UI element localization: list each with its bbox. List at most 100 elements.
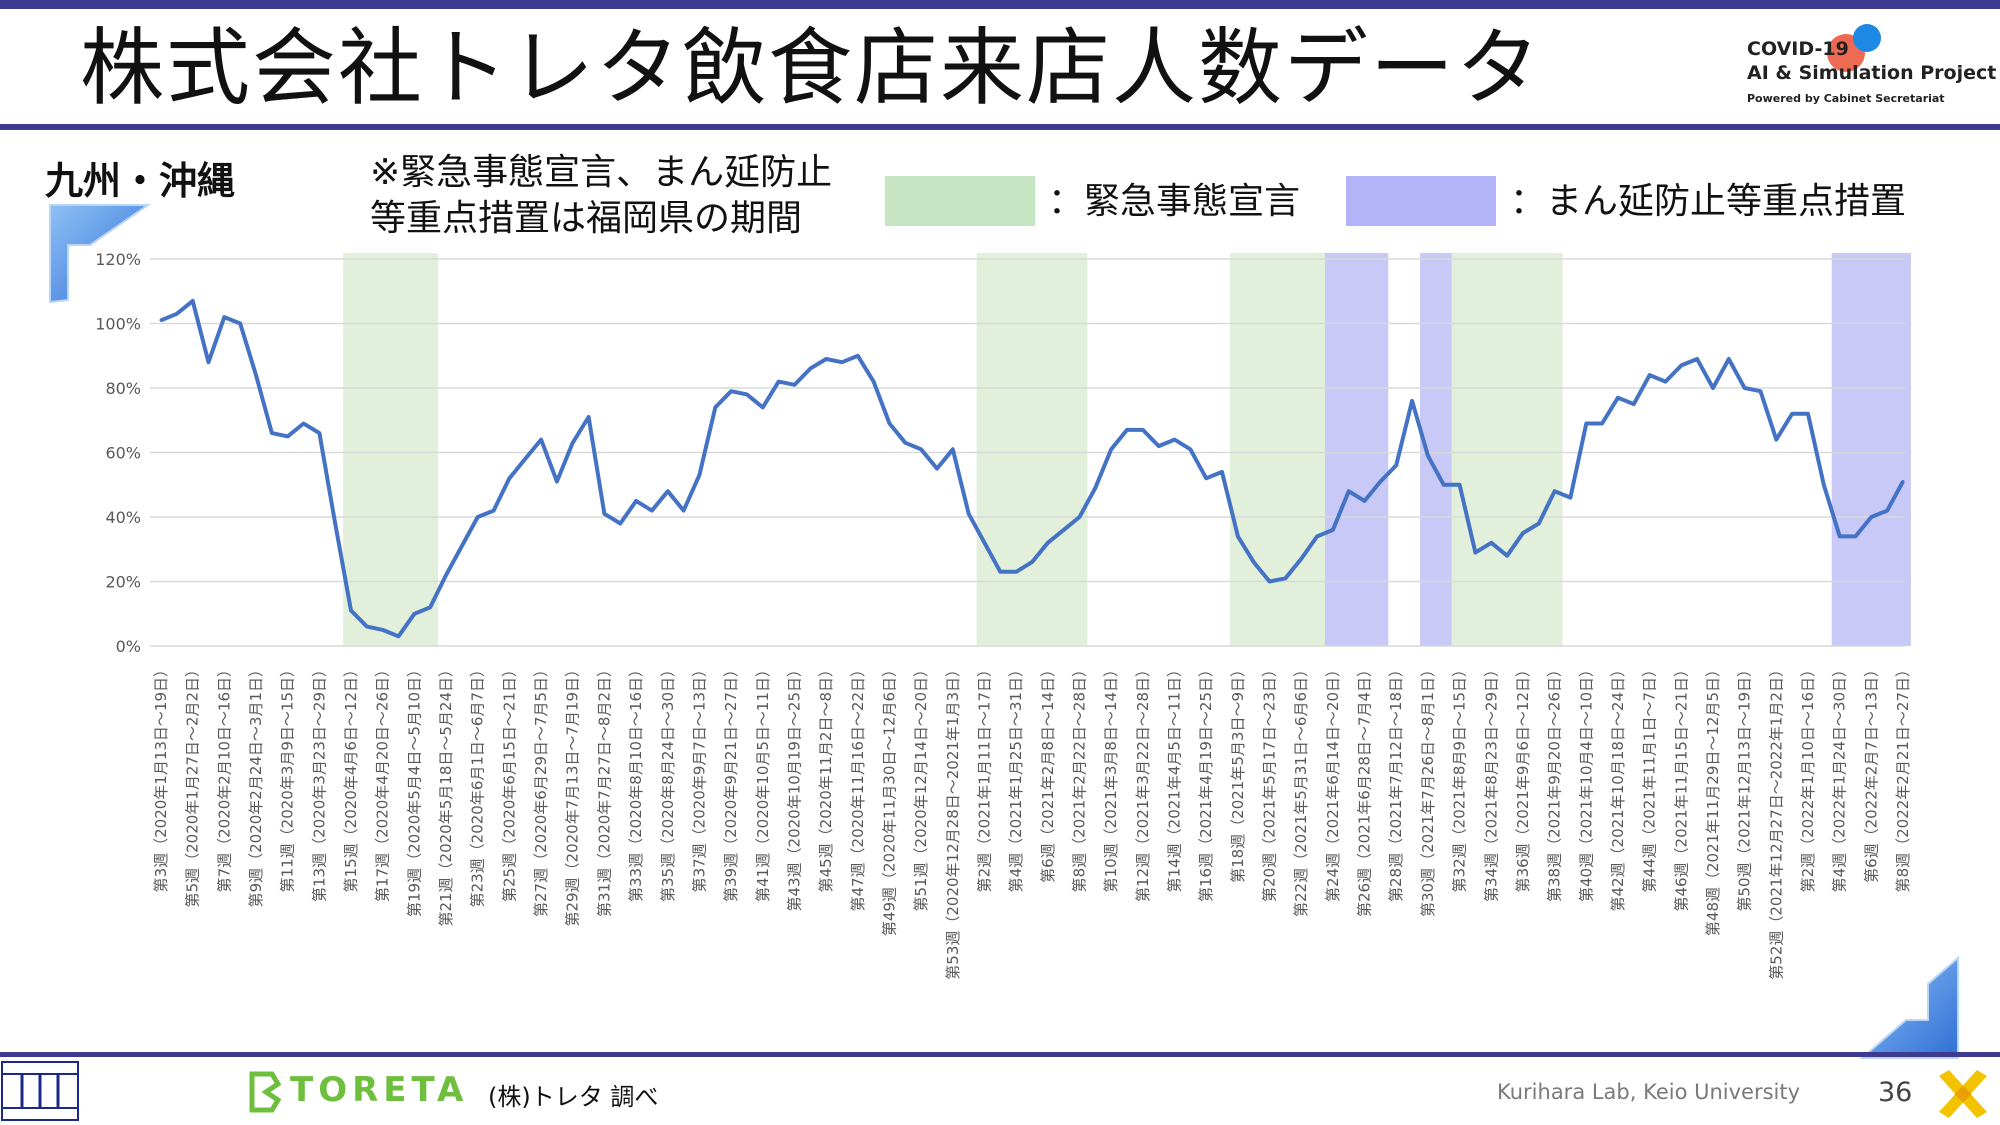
data-point <box>1838 534 1842 538</box>
x-tick-label: 第4週（2021年1月25日～31日） <box>1007 662 1025 892</box>
data-point <box>1648 373 1652 377</box>
x-tick-label: 第6週（2022年2月7日～13日） <box>1862 662 1880 883</box>
x-tick-label: 第17週（2020年4月20日～26日） <box>374 662 392 902</box>
x-tick-label: 第51週（2020年12月14日～20日） <box>912 662 930 912</box>
data-point <box>412 612 416 616</box>
data-point <box>1774 438 1778 442</box>
semi-emergency-period-band <box>1324 253 1389 646</box>
data-point <box>1394 463 1398 467</box>
data-point <box>1347 489 1351 493</box>
data-point <box>302 421 306 425</box>
page-title: 株式会社トレタ飲食店来店人数データ <box>80 19 1543 117</box>
data-point <box>777 380 781 384</box>
semi-emergency-period-band <box>1831 253 1911 646</box>
data-point <box>824 357 828 361</box>
data-point <box>1157 444 1161 448</box>
data-point <box>903 441 907 445</box>
data-point <box>1141 428 1145 432</box>
data-point <box>317 431 321 435</box>
x-tick-label: 第47週（2020年11月16日～22日） <box>849 662 867 912</box>
data-point <box>666 489 670 493</box>
x-tick-label: 第43週（2020年10月19日～25日） <box>785 662 803 912</box>
y-tick-label: 0% <box>116 637 141 656</box>
data-point <box>1331 528 1335 532</box>
x-tick-label: 第15週（2020年4月6日～12日） <box>342 662 360 892</box>
x-tick-label: 第10週（2021年3月8日～14日） <box>1102 662 1120 892</box>
data-point <box>1014 570 1018 574</box>
y-tick-label: 40% <box>105 508 141 527</box>
period-note-line-2: 等重点措置は福岡県の期間 <box>370 198 803 239</box>
period-note-line-1: ※緊急事態宣言、まん延防止 <box>370 152 833 193</box>
x-tick-label: 第18週（2021年5月3日～9日） <box>1229 662 1247 883</box>
emergency-period-band <box>343 253 439 646</box>
data-point <box>460 544 464 548</box>
y-tick-label: 20% <box>105 573 141 592</box>
data-point <box>1505 554 1509 558</box>
data-point <box>254 373 258 377</box>
data-point <box>856 354 860 358</box>
data-point <box>1473 550 1477 554</box>
data-point <box>1173 438 1177 442</box>
data-point <box>381 628 385 632</box>
x-tick-label: 第5週（2020年1月27日～2月2日） <box>184 662 202 907</box>
data-point <box>159 318 163 322</box>
data-point <box>792 383 796 387</box>
x-tick-label: 第34週（2021年8月23日～29日） <box>1482 662 1500 902</box>
x-tick-label: 第45週（2020年11月2日～8日） <box>817 662 835 892</box>
series-line <box>160 298 1905 639</box>
x-tick-label: 第3週（2020年1月13日～19日） <box>152 662 170 892</box>
data-point <box>602 512 606 516</box>
x-tick-label: 第38週（2021年9月20日～26日） <box>1546 662 1564 902</box>
data-point <box>523 457 527 461</box>
data-point <box>492 509 496 513</box>
legend-swatch-semi-emergency <box>1346 176 1496 226</box>
data-point <box>1093 486 1097 490</box>
data-point <box>1869 515 1873 519</box>
covid-project-logo: COVID-19 AI & Simulation Project Powered… <box>1745 20 1996 120</box>
data-point <box>1125 428 1129 432</box>
data-point <box>840 360 844 364</box>
data-point <box>1521 531 1525 535</box>
y-tick-label: 80% <box>105 379 141 398</box>
data-point <box>397 634 401 638</box>
x-tick-label: 第49週（2020年11月30日～12月6日） <box>880 662 898 936</box>
x-tick-label: 第32週（2021年8月9日～15日） <box>1451 662 1469 892</box>
x-tick-label: 第24週（2021年6月14日～20日） <box>1324 662 1342 902</box>
legend-label-semi-emergency: ：まん延防止等重点措置 <box>1510 181 1907 222</box>
x-tick-label: 第13週（2020年3月23日～29日） <box>310 662 328 902</box>
data-point <box>982 541 986 545</box>
data-point <box>1299 557 1303 561</box>
data-point <box>951 447 955 451</box>
data-point <box>270 431 274 435</box>
data-point <box>349 609 353 613</box>
data-point <box>618 521 622 525</box>
data-point <box>1109 447 1113 451</box>
x-tick-label: 第48週（2021年11月29日～12月5日） <box>1704 662 1722 936</box>
x-tick-label: 第52週（2021年12月27日～2022年1月2日） <box>1767 662 1785 980</box>
data-point <box>1806 412 1810 416</box>
x-tick-label: 第12週（2021年3月22日～28日） <box>1134 662 1152 902</box>
data-point <box>634 499 638 503</box>
data-point <box>222 315 226 319</box>
x-tick-label: 第6週（2021年2月8日～14日） <box>1039 662 1057 883</box>
page-number: 36 <box>1878 1077 1913 1108</box>
x-tick-label: 第8週（2022年2月21日～27日） <box>1894 662 1912 892</box>
footer-rule <box>0 1052 2000 1057</box>
emergency-period-band <box>1229 253 1341 646</box>
title-rule <box>0 124 2000 130</box>
data-point <box>1901 480 1905 484</box>
data-point <box>713 405 717 409</box>
x-tick-label: 第35週（2020年8月24日～30日） <box>659 662 677 902</box>
data-point <box>761 405 765 409</box>
y-tick-label: 100% <box>95 315 141 334</box>
data-point <box>1188 447 1192 451</box>
x-tick-label: 第11週（2020年3月9日～15日） <box>279 662 297 892</box>
data-point <box>1679 363 1683 367</box>
period-note: ※緊急事態宣言、まん延防止 等重点措置は福岡県の期間 <box>370 150 832 242</box>
data-point <box>587 415 591 419</box>
data-point <box>507 476 511 480</box>
toreta-brand-name: TORETA <box>290 1070 469 1110</box>
x-tick-label: 第7週（2020年2月10日～16日） <box>215 662 233 892</box>
top-accent-bar <box>0 0 2000 9</box>
